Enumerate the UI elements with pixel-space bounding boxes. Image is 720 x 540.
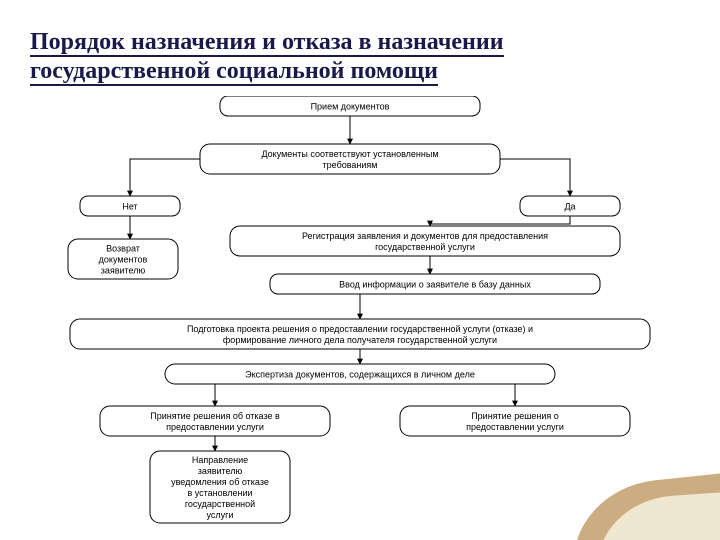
flow-node-n9: Экспертиза документов, содержащихся в ли… [165,364,555,384]
flow-node-n3: Нет [80,196,180,216]
flow-node-n6: Регистрация заявления и документов для п… [230,226,620,256]
node-label: Документы соответствуют установленным [261,149,438,159]
flow-node-n2: Документы соответствуют установленнымтре… [200,144,500,174]
node-label: Принятие решения об отказе в [150,411,280,421]
flow-node-n8: Подготовка проекта решения о предоставле… [70,319,650,349]
page-title: Порядок назначения и отказа в назначении… [30,28,690,86]
node-label: формирование личного дела получателя гос… [223,335,497,345]
node-label: заявителю [198,466,243,476]
flow-node-n12: Направлениезаявителюуведомления об отказ… [150,451,290,523]
node-label: предоставлении услуги [166,422,264,432]
node-label: в установлении [187,488,252,498]
flow-node-n1: Прием документов [220,96,480,116]
flow-node-n10: Принятие решения об отказе впредоставлен… [100,406,330,436]
corner-decoration [560,470,720,540]
node-label: государственной [185,499,255,509]
node-label: документов [99,255,148,265]
title-line2: государственной социальной помощи [30,58,438,86]
node-label: Подготовка проекта решения о предоставле… [187,324,533,334]
node-label: требованиям [323,160,378,170]
nodes: Прием документов Документы соответствуют … [68,96,650,523]
node-label: Возврат [106,244,140,254]
edge [130,159,200,196]
node-label: Экспертиза документов, содержащихся в ли… [245,370,475,380]
flow-node-n5: Возвратдокументовзаявителю [68,239,178,279]
flow-node-n11: Принятие решения опредоставлении услуги [400,406,630,436]
node-label: Направление [192,455,248,465]
node-label: Да [564,202,575,212]
edge [215,384,300,406]
title-line1: Порядок назначения и отказа в назначении [30,29,504,57]
node-label: услуги [207,510,234,520]
node-label: Регистрация заявления и документов для п… [302,231,548,241]
flow-node-n7: Ввод информации о заявителе в базу данны… [270,274,600,294]
node-label: Прием документов [311,102,390,112]
node-label: заявителю [101,266,146,276]
node-label: Принятие решения о [471,411,559,421]
edge [420,384,515,406]
node-label: предоставлении услуги [466,422,564,432]
edge [500,159,570,196]
node-label: Ввод информации о заявителе в базу данны… [339,280,531,290]
node-label: государственной услуги [375,242,475,252]
flow-node-n4: Да [520,196,620,216]
edge [430,216,570,226]
node-label: уведомления об отказе [171,477,269,487]
node-label: Нет [122,202,137,212]
